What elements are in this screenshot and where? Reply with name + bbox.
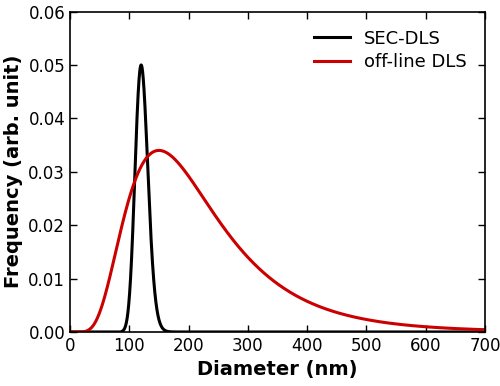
off-line DLS: [69, 330, 75, 334]
SEC-DLS: [460, 330, 466, 334]
off-line DLS: [270, 278, 276, 283]
Line: SEC-DLS: SEC-DLS: [70, 65, 485, 332]
Y-axis label: Frequency (arb. unit): Frequency (arb. unit): [4, 55, 22, 288]
SEC-DLS: [67, 330, 73, 334]
off-line DLS: [92, 321, 98, 325]
off-line DLS: [148, 151, 154, 155]
X-axis label: Diameter (nm): Diameter (nm): [197, 361, 358, 379]
SEC-DLS: [138, 63, 144, 67]
SEC-DLS: [482, 330, 488, 334]
Line: off-line DLS: off-line DLS: [70, 151, 485, 332]
SEC-DLS: [92, 330, 98, 334]
SEC-DLS: [148, 243, 154, 248]
off-line DLS: [460, 327, 466, 331]
off-line DLS: [482, 327, 488, 332]
Legend: SEC-DLS, off-line DLS: SEC-DLS, off-line DLS: [304, 20, 476, 80]
off-line DLS: [156, 148, 162, 153]
SEC-DLS: [84, 330, 90, 334]
SEC-DLS: [270, 330, 276, 334]
off-line DLS: [84, 328, 90, 333]
off-line DLS: [67, 330, 73, 334]
SEC-DLS: [69, 330, 75, 334]
